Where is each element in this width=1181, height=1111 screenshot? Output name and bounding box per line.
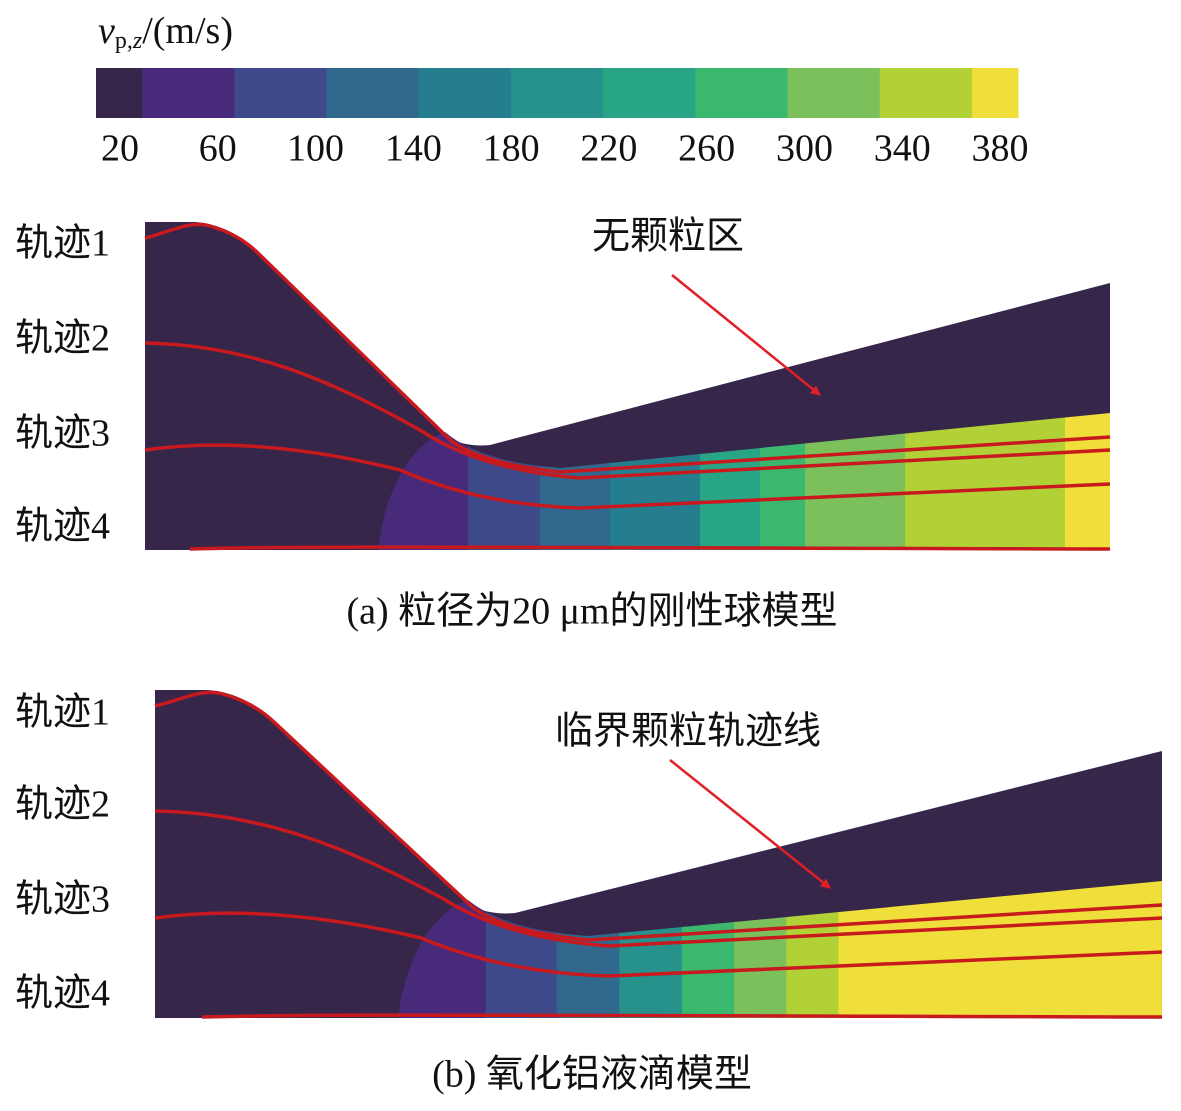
colorbar-tick-label: 220 <box>580 128 637 170</box>
symbol: v <box>98 10 115 52</box>
colorbar-label: vp,z/(m/s) <box>98 10 233 54</box>
colorbar-segment <box>326 68 420 118</box>
trajectory-label: 轨迹3 <box>15 879 110 921</box>
trajectory-label: 轨迹2 <box>15 318 110 360</box>
trajectory <box>189 545 1111 551</box>
colorbar-segment <box>418 68 512 118</box>
colorbar-segment <box>510 68 604 118</box>
caption: (a) 粒径为20 μm的刚性球模型 <box>346 591 837 633</box>
colorbar-segment <box>96 68 143 118</box>
trajectory <box>201 1013 1162 1019</box>
annotation-arrow <box>669 759 831 889</box>
trajectory-label: 轨迹4 <box>15 506 110 548</box>
colorbar-segment <box>971 68 1019 118</box>
annotation: 临界颗粒轨迹线 <box>555 711 821 753</box>
velocity-band <box>485 881 558 1018</box>
trajectory-label: 轨迹3 <box>15 413 110 455</box>
colorbar: 20 60 100 140 180 220 260 300 340 380 <box>96 68 1029 170</box>
trajectory <box>144 222 1111 474</box>
trajectory-label: 轨迹2 <box>15 784 110 826</box>
trajectory-label: 轨迹4 <box>15 973 110 1015</box>
colorbar-tick-label: 20 <box>101 128 139 170</box>
caption: (b) 氧化铝液滴模型 <box>432 1054 752 1096</box>
annotation: 无颗粒区 <box>592 216 744 258</box>
trajectory-label: 轨迹1 <box>15 692 110 734</box>
colorbar-segment <box>603 68 696 118</box>
colorbar-tick-label: 260 <box>678 128 735 170</box>
trajectory <box>154 690 1163 942</box>
colorbar-segment <box>142 68 235 118</box>
colorbar-segment <box>787 68 881 118</box>
trajectory <box>144 341 1111 480</box>
trajectory <box>154 809 1163 948</box>
colorbar-segment <box>234 68 327 118</box>
subscript: z <box>132 28 143 54</box>
subscript: p, <box>115 28 133 54</box>
colorbar-tick-label: 340 <box>874 128 931 170</box>
colorbar-tick-label: 100 <box>287 128 344 170</box>
contour-plot <box>154 690 1163 1019</box>
colorbar-segment <box>879 68 973 118</box>
trajectory-label: 轨迹1 <box>15 223 110 265</box>
velocity-band <box>1065 413 1110 550</box>
velocity-band <box>905 413 1066 550</box>
unit: /(m/s) <box>142 10 233 52</box>
colorbar-tick-label: 180 <box>483 128 540 170</box>
trajectory <box>154 911 1163 978</box>
contour-plot <box>144 222 1111 551</box>
colorbar-tick-label: 140 <box>385 128 442 170</box>
colorbar-tick-label: 380 <box>972 128 1029 170</box>
colorbar-segment <box>695 68 788 118</box>
colorbar-tick-label: 300 <box>776 128 833 170</box>
trajectory <box>144 443 1111 510</box>
colorbar-tick-label: 60 <box>199 128 237 170</box>
annotation-arrow <box>671 274 821 396</box>
velocity-band <box>468 413 541 550</box>
